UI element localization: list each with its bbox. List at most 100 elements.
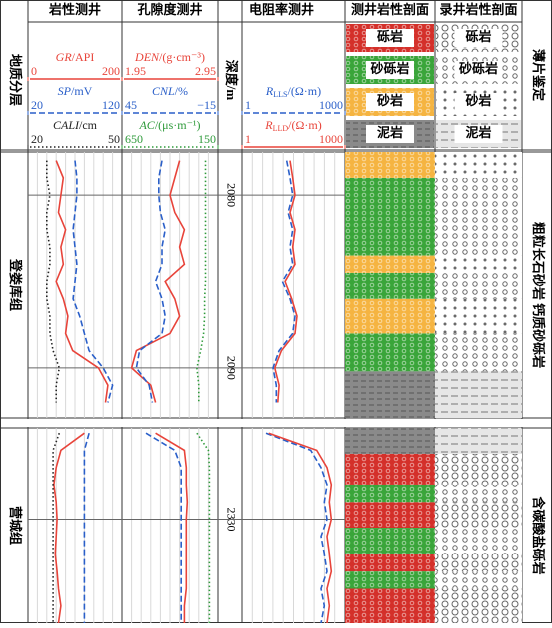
curve-label: DEN/(g·cm⁻³)	[134, 50, 205, 64]
formation-label: 登娄库组	[8, 258, 23, 311]
scale-label: 1000	[319, 98, 343, 112]
curve-label: CALI/cm	[53, 118, 98, 132]
legend-label: 砂岩	[376, 93, 403, 108]
profile-title: 测井岩性剖面	[351, 2, 429, 17]
scale-label: 0	[31, 64, 37, 78]
curve-unit: /cm	[79, 118, 98, 132]
thin-section-label: 含碳酸盐砾岩	[531, 495, 546, 574]
scale-label: 1.95	[125, 64, 146, 78]
lithology-interval	[435, 152, 522, 178]
lithology-interval	[435, 178, 522, 256]
log-curve	[56, 161, 108, 403]
curve-unit: /%	[175, 84, 188, 98]
depth-label: 深度/m	[224, 60, 239, 101]
curve-sub: LLS	[273, 90, 287, 99]
lithology-interval	[345, 333, 435, 371]
strata-label: 地质分层	[8, 54, 23, 106]
scale-label: 650	[125, 132, 143, 146]
curve-unit: /mV	[71, 84, 93, 98]
scale-label: 20	[31, 98, 43, 112]
log-curve	[132, 161, 185, 403]
log-curve	[266, 433, 327, 623]
section-break	[1, 419, 551, 427]
curve-label: RLLD/(Ω·m)	[264, 118, 321, 133]
legend-label: 砂砾岩	[369, 61, 409, 76]
lithology-interval	[345, 428, 435, 454]
curve-label: RLLS/(Ω·m)	[265, 84, 321, 99]
lithology-interval	[435, 588, 522, 623]
lithology-interval	[345, 152, 435, 178]
lithology-interval	[435, 571, 522, 588]
well-log-figure: 岩性测井孔隙度测井电阻率测井测井岩性剖面录井岩性剖面地质分层深度/m薄片鉴定20…	[0, 0, 552, 623]
lithology-interval	[435, 333, 522, 371]
lithology-interval	[345, 554, 435, 571]
profile-title: 录井岩性剖面	[439, 2, 517, 17]
curve-unit: /(Ω·m)	[288, 84, 322, 98]
scale-label: 50	[108, 132, 120, 146]
lithology-interval	[435, 454, 522, 485]
lithology-interval	[435, 502, 522, 528]
log-curve	[273, 161, 295, 403]
scale-label: 200	[102, 64, 120, 78]
legend-label: 砾岩	[377, 29, 403, 44]
depth-tick-label: 2330	[224, 507, 238, 531]
lithology-interval	[345, 588, 435, 623]
curve-label: SP/mV	[58, 84, 93, 98]
curve-label: GR/API	[56, 50, 95, 64]
curve-name: CALI	[53, 118, 80, 132]
log-curve	[54, 433, 85, 623]
curve-name: DEN	[134, 50, 160, 64]
lithology-interval	[345, 178, 435, 256]
depth-tick-label: 2080	[224, 183, 238, 207]
scale-label: −15	[197, 98, 216, 112]
legend-label: 砂岩	[464, 93, 491, 108]
curve-label: AC/(μs·m⁻¹)	[138, 118, 200, 132]
scale-label: 1	[245, 132, 251, 146]
scale-label: 20	[31, 132, 43, 146]
lithology-interval	[435, 428, 522, 454]
lithology-interval	[345, 571, 435, 588]
log-curve	[84, 433, 89, 623]
lithology-interval	[345, 371, 435, 418]
lithology-interval	[345, 273, 435, 299]
curve-name: CNL	[152, 84, 175, 98]
lithology-interval	[345, 528, 435, 554]
scale-label: 2.95	[195, 64, 216, 78]
curve-unit: /(g·cm⁻³)	[159, 50, 205, 64]
track-title: 电阻率测井	[249, 2, 314, 17]
lithology-interval	[345, 454, 435, 485]
lithology-interval	[345, 502, 435, 528]
lithology-interval	[435, 273, 522, 299]
track-title: 孔隙度测井	[137, 2, 202, 17]
track-title: 岩性测井	[48, 2, 101, 17]
lithology-interval	[435, 299, 522, 334]
scale-label: 120	[102, 98, 120, 112]
depth-tick-label: 2090	[224, 356, 238, 380]
thin-section-label: 粗粒长石砂岩 钙质砂砾岩	[531, 222, 546, 368]
curve-label: CNL/%	[152, 84, 188, 98]
curve-unit: /API	[72, 50, 95, 64]
curve-unit: /(Ω·m)	[288, 118, 322, 132]
curve-unit: /(μs·m⁻¹)	[155, 118, 201, 132]
log-curve	[197, 161, 206, 403]
curve-sub: LLD	[273, 124, 289, 133]
legend-label: 泥岩	[465, 125, 491, 140]
scale-label: 1	[245, 98, 251, 112]
lithology-interval	[345, 256, 435, 273]
log-curve	[73, 161, 113, 403]
lithology-interval	[435, 256, 522, 273]
lithology-interval	[345, 485, 435, 502]
scale-label: 45	[125, 98, 137, 112]
legend-label: 砾岩	[465, 29, 491, 44]
log-curve	[47, 161, 60, 403]
lithology-interval	[345, 299, 435, 334]
scale-label: 1000	[319, 132, 343, 146]
lithology-interval	[435, 528, 522, 554]
scale-label: 150	[198, 132, 216, 146]
formation-label: 营城组	[8, 506, 23, 545]
legend-label: 砂砾岩	[458, 61, 498, 76]
curve-name: GR	[56, 50, 73, 64]
lithology-interval	[435, 371, 522, 418]
legend-label: 泥岩	[377, 125, 403, 140]
curve-name: AC	[138, 118, 155, 132]
